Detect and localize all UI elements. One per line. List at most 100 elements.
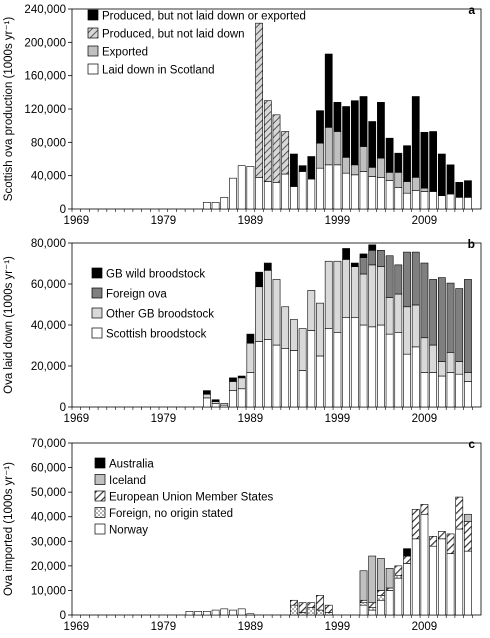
bar-b-1994-s1 — [290, 319, 298, 351]
bar-b-1989-s0 — [246, 372, 255, 408]
bar-b-1985-s0 — [211, 403, 220, 408]
bar-b-1993-s0 — [281, 348, 290, 408]
bar-c-2009-s0 — [420, 513, 429, 616]
legend-label: Foreign ova — [106, 289, 167, 301]
bar-c-1995-s1 — [298, 612, 307, 616]
bar-c-2006-s2 — [394, 565, 403, 576]
bar-c-1995-s2 — [298, 602, 307, 613]
y-axis-label: Ova laid down (1000s yr⁻¹) — [3, 256, 15, 394]
bar-b-1984-s1 — [203, 393, 211, 399]
bar-a-2013-s0 — [455, 197, 464, 210]
bar-b-1995-s1 — [298, 328, 307, 371]
bar-b-2005-s1 — [385, 297, 394, 335]
y-tick-label: 240,000 — [24, 4, 66, 16]
bar-a-1990-s2 — [255, 22, 263, 178]
bar-a-2008-s3 — [411, 96, 420, 178]
bar-b-2012-s2 — [446, 282, 455, 353]
legend-label: Norway — [109, 525, 148, 537]
bar-c-1998-s2 — [324, 604, 333, 613]
bar-b-2009-s2 — [420, 262, 429, 339]
bar-c-2011-s2 — [437, 531, 446, 540]
bar-b-2002-s1 — [359, 273, 368, 326]
bar-a-2007-s1 — [403, 181, 411, 194]
bar-c-2010-s2 — [429, 536, 438, 547]
legend: Produced, but not laid down or exported P… — [87, 9, 306, 77]
bar-c-2002-s2 — [359, 599, 368, 604]
bar-b-2012-s0 — [446, 372, 455, 408]
y-tick-label: 50,000 — [31, 487, 66, 499]
bar-b-1987-s3 — [229, 377, 237, 382]
x-tick-label: 1999 — [325, 215, 351, 227]
bar-a-1989-s0 — [246, 166, 255, 210]
bar-c-2006-s0 — [394, 577, 403, 616]
x-tick-label: 1999 — [325, 621, 351, 633]
panel-letter: b — [468, 237, 475, 251]
legend-swatch — [94, 474, 106, 485]
bar-b-1988-s1 — [237, 377, 246, 390]
bar-b-1984-s0 — [203, 397, 211, 408]
bar-b-2013-s0 — [455, 373, 464, 408]
bar-c-2005-s3 — [385, 568, 394, 589]
x-tick-label: 1999 — [325, 413, 351, 425]
bar-b-1991-s3 — [263, 262, 272, 271]
y-tick-label: 0 — [60, 204, 66, 216]
bar-b-2009-s0 — [420, 372, 429, 408]
bar-a-2014-s0 — [464, 197, 472, 210]
bar-a-1998-s1 — [324, 127, 333, 166]
bar-b-2007-s1 — [403, 306, 411, 355]
chart-panel-a: 0 40,000 80,000 120,000 160,000 200,000 240,00… — [3, 3, 482, 227]
bars-group — [203, 244, 472, 408]
bar-b-2008-s0 — [411, 346, 420, 408]
bar-a-2002-s3 — [359, 96, 368, 147]
bar-a-2004-s1 — [377, 157, 385, 178]
legend-swatch — [91, 287, 103, 299]
y-tick-label: 40,000 — [31, 320, 66, 332]
bar-c-2003-s3 — [368, 555, 377, 604]
bar-b-2005-s2 — [385, 255, 394, 298]
bar-c-1984-s0 — [203, 611, 211, 616]
y-tick-label: 80,000 — [31, 238, 66, 250]
bar-a-1993-s2 — [281, 131, 290, 175]
bar-b-1992-s1 — [272, 279, 281, 346]
bar-b-1989-s1 — [246, 342, 255, 373]
bar-c-1996-s1 — [307, 607, 316, 616]
bar-a-1992-s2 — [272, 114, 281, 183]
bar-a-1999-s3 — [333, 102, 342, 132]
bar-c-1998-s1 — [324, 612, 333, 616]
y-tick-label: 70,000 — [31, 438, 66, 450]
bar-b-1988-s3 — [237, 375, 246, 379]
bar-b-2008-s2 — [411, 251, 420, 306]
legend-label: European Union Member States — [109, 492, 274, 504]
x-tick-label: 2009 — [412, 621, 438, 633]
panel-letter: a — [468, 3, 475, 17]
bar-b-2004-s1 — [377, 266, 385, 326]
x-tick-label: 1969 — [64, 215, 90, 227]
y-tick-label: 120,000 — [24, 104, 66, 116]
bar-a-2002-s0 — [359, 171, 368, 210]
bar-c-2011-s0 — [437, 538, 446, 616]
bar-a-2007-s0 — [403, 192, 411, 210]
bar-a-2003-s3 — [368, 121, 377, 168]
x-tick-label: 1989 — [238, 621, 264, 633]
bar-c-2003-s1 — [368, 607, 377, 611]
legend-swatch — [94, 490, 106, 502]
x-tick-label: 1969 — [64, 413, 90, 425]
bar-b-2010-s2 — [429, 279, 438, 346]
bar-b-2001-s1 — [350, 266, 359, 319]
legend-swatch — [94, 507, 106, 518]
y-axis-label: Ova imported (1000s yr⁻¹) — [3, 462, 15, 596]
legend-swatch — [87, 9, 99, 21]
legend-swatch — [91, 327, 103, 339]
y-tick-label: 60,000 — [31, 279, 66, 291]
bar-b-2007-s0 — [403, 353, 411, 408]
bar-c-2004-s0 — [377, 599, 385, 616]
bar-a-2008-s0 — [411, 190, 420, 210]
bar-a-2009-s0 — [420, 191, 429, 210]
bar-a-2011-s3 — [437, 153, 446, 196]
y-tick-label: 20,000 — [31, 361, 66, 373]
bar-c-1986-s0 — [220, 608, 229, 616]
bar-c-1985-s0 — [211, 609, 220, 616]
bar-c-2006-s1 — [394, 575, 403, 579]
panel-letter: c — [468, 437, 475, 451]
bar-b-1990-s1 — [255, 286, 263, 342]
